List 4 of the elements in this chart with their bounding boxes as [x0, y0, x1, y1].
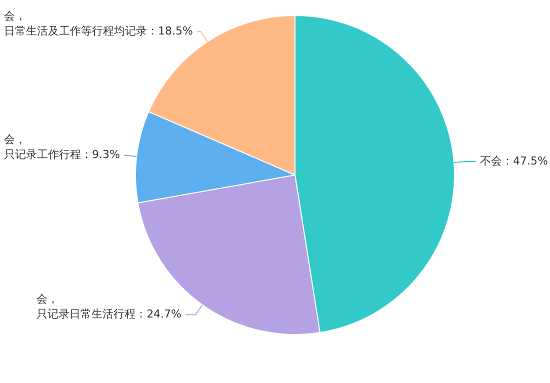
slice-label: 会，日常生活及工作等行程均记录：18.5% [4, 10, 193, 38]
slice-label: 会，只记录日常生活行程：24.7% [36, 292, 182, 321]
slice-label: 不会：47.5% [480, 154, 548, 168]
slice-label: 会，只记录工作行程：9.3% [4, 132, 120, 161]
